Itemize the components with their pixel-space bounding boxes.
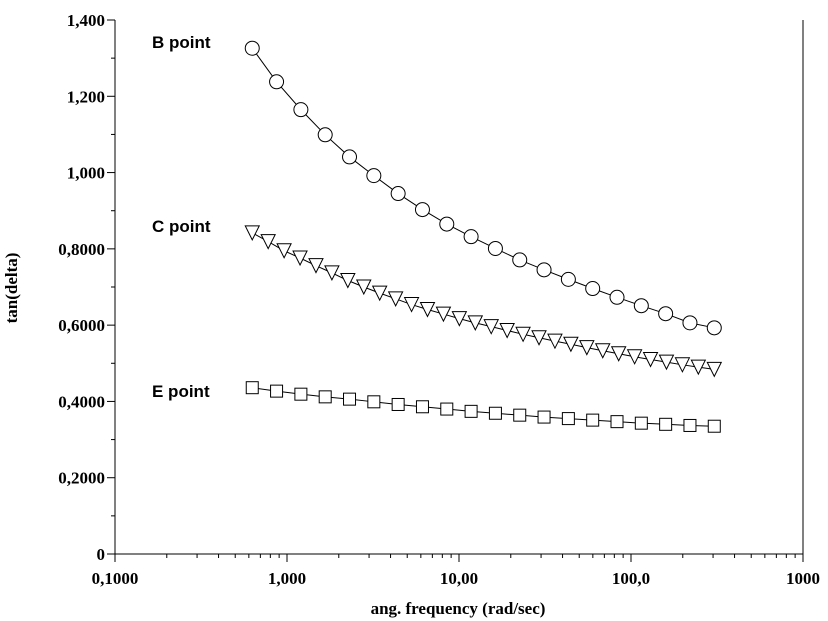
data-point-c-point (260, 234, 276, 250)
data-point-b-point (609, 289, 625, 305)
data-point-c-point (547, 333, 563, 350)
data-point-c-point (371, 285, 388, 302)
data-point-c-point (674, 357, 691, 373)
data-point-b-point (342, 149, 358, 165)
data-point-b-point (682, 315, 698, 331)
data-point-c-point (499, 322, 515, 339)
data-point-b-point (633, 298, 649, 314)
y-tick-label: 0,8000 (58, 240, 105, 259)
y-tick-label: 1,000 (67, 164, 105, 183)
data-point-c-point (403, 297, 420, 313)
data-point-b-point (244, 40, 260, 56)
data-point-c-point (658, 354, 675, 371)
y-tick-label: 0 (97, 545, 106, 564)
data-point-e-point (270, 384, 284, 398)
data-point-e-point (318, 390, 332, 404)
data-point-e-point (537, 410, 551, 424)
x-tick-label: 1000 (786, 569, 820, 588)
y-tick-label: 0,6000 (58, 316, 105, 335)
data-point-e-point (707, 419, 721, 433)
data-point-e-point (440, 402, 454, 416)
data-point-c-point (435, 306, 452, 323)
data-point-c-point (515, 326, 531, 343)
data-point-b-point (487, 240, 503, 256)
data-point-b-point (366, 168, 382, 184)
data-point-e-point (659, 417, 673, 431)
data-point-b-point (512, 252, 528, 268)
data-point-e-point (391, 397, 405, 411)
x-tick-label: 10,00 (440, 569, 478, 588)
data-point-c-point (355, 279, 372, 296)
data-point-e-point (683, 418, 697, 432)
data-point-e-point (513, 408, 527, 422)
y-axis-title: tan(delta) (2, 253, 21, 324)
plot-area (244, 40, 723, 433)
data-point-e-point (464, 404, 478, 418)
data-point-e-point (245, 381, 259, 395)
data-point-e-point (561, 412, 575, 426)
series-label-b-point: B point (152, 33, 211, 52)
data-point-b-point (293, 102, 309, 118)
data-point-b-point (536, 262, 552, 278)
data-point-c-point (610, 346, 627, 362)
y-tick-label: 0,4000 (58, 392, 105, 411)
data-point-e-point (294, 387, 308, 401)
data-point-e-point (343, 392, 357, 406)
x-axis-title: ang. frequency (rad/sec) (371, 599, 546, 618)
data-point-c-point (483, 319, 500, 335)
x-tick-label: 1,000 (268, 569, 306, 588)
data-point-b-point (585, 281, 601, 297)
x-tick-label: 100,0 (612, 569, 650, 588)
data-point-c-point (594, 343, 611, 359)
y-tick-label: 1,400 (67, 11, 105, 30)
data-point-c-point (706, 361, 723, 378)
x-tick-label: 0,1000 (92, 569, 139, 588)
data-point-c-point (324, 265, 340, 282)
data-point-e-point (488, 406, 502, 420)
data-point-c-point (531, 330, 547, 346)
data-point-c-point (451, 311, 468, 327)
y-tick-label: 1,200 (67, 87, 105, 106)
data-point-c-point (419, 302, 436, 318)
data-point-b-point (269, 74, 285, 90)
data-point-c-point (467, 315, 484, 331)
series-label-c-point: C point (152, 217, 211, 236)
data-point-c-point (308, 258, 324, 274)
data-point-c-point (626, 349, 643, 365)
data-point-c-point (579, 340, 595, 356)
data-point-e-point (610, 415, 624, 429)
data-point-b-point (658, 306, 674, 322)
data-point-b-point (560, 271, 576, 287)
data-point-c-point (563, 336, 579, 353)
data-point-c-point (292, 250, 308, 267)
data-point-b-point (390, 186, 406, 202)
data-point-c-point (642, 351, 659, 368)
series-label-e-point: E point (152, 382, 210, 401)
data-point-e-point (415, 400, 429, 414)
data-point-c-point (244, 225, 261, 241)
data-point-e-point (586, 413, 600, 427)
data-point-c-point (276, 243, 292, 259)
data-point-b-point (463, 229, 479, 245)
data-point-c-point (340, 273, 356, 289)
data-point-b-point (706, 320, 722, 336)
axes: 0 0,2000 0,4000 0,6000 0,8000 1,000 1,200 1,400… (58, 11, 820, 588)
data-point-e-point (367, 395, 381, 409)
data-point-c-point (690, 359, 707, 376)
y-tick-label: 0,2000 (58, 469, 105, 488)
data-point-b-point (414, 202, 430, 218)
series-line-b-point (251, 47, 715, 329)
data-point-b-point (439, 216, 455, 232)
data-point-c-point (387, 291, 404, 307)
data-point-b-point (317, 127, 333, 143)
data-point-e-point (634, 416, 648, 430)
